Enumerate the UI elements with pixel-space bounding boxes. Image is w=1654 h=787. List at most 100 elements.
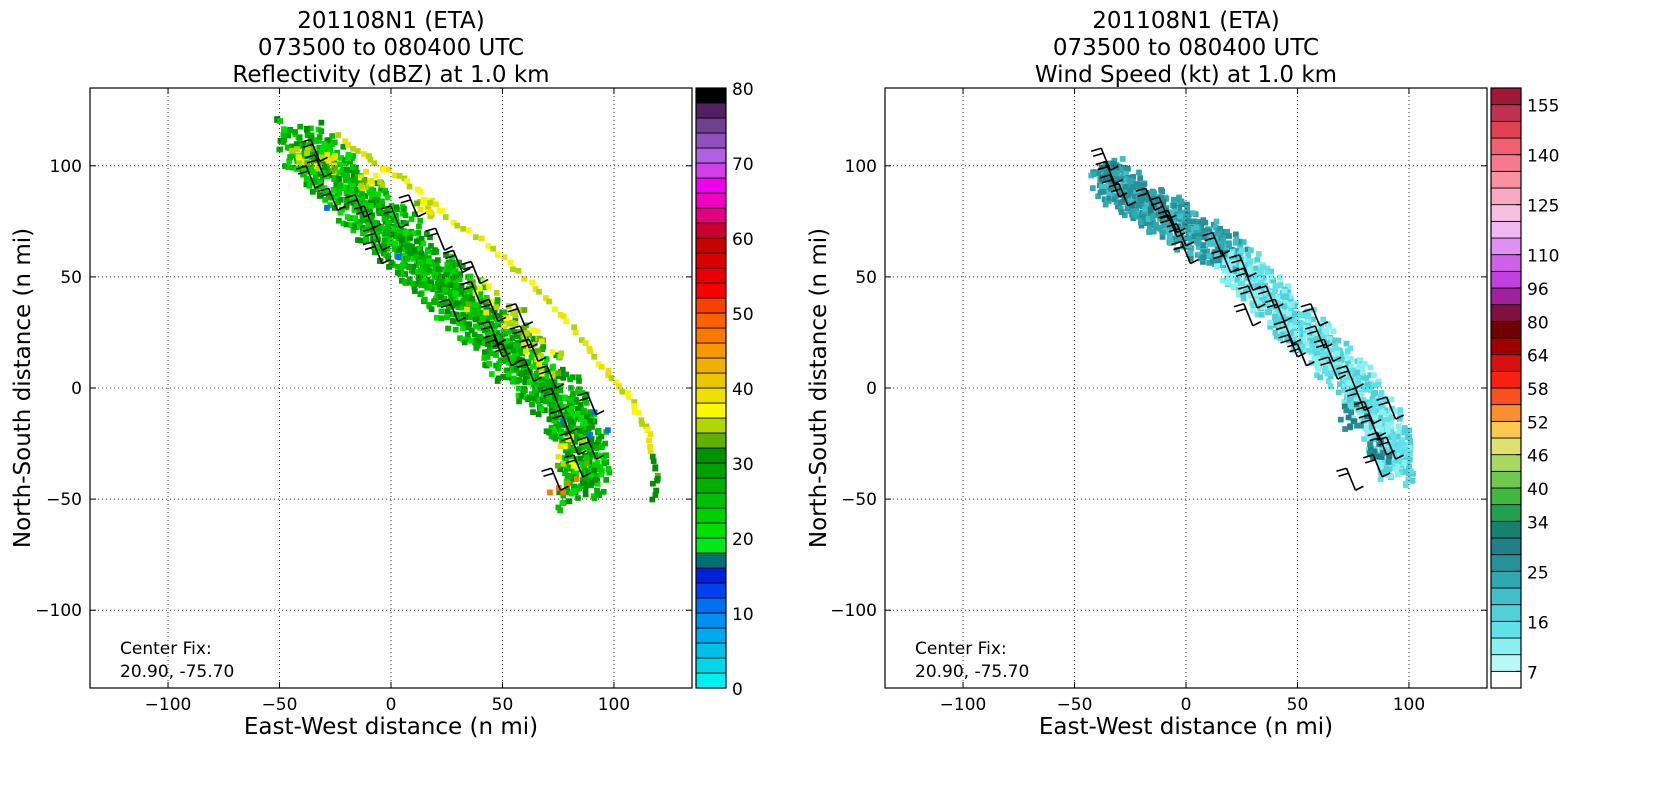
data-cell: [1182, 235, 1189, 242]
wind-barb-feather: [462, 265, 474, 271]
data-cell: [532, 387, 539, 394]
wind-barb-foot: [560, 485, 569, 491]
colorbar-segment: [695, 192, 727, 209]
data-cell: [566, 465, 573, 472]
data-cell: [556, 422, 563, 428]
data-cell: [406, 183, 413, 190]
data-cell: [596, 492, 602, 498]
data-cell: [598, 363, 605, 370]
data-cell: [369, 212, 376, 219]
wind-barb-foot: [1256, 303, 1266, 309]
data-cell: [504, 320, 510, 327]
data-cell: [363, 237, 369, 244]
data-cell: [402, 212, 409, 219]
data-cell: [324, 205, 330, 211]
data-cell: [1357, 409, 1363, 416]
data-cell: [1218, 243, 1225, 250]
data-cell: [452, 326, 459, 333]
data-cell: [602, 440, 609, 447]
data-cell: [1354, 366, 1361, 373]
data-cell: [1130, 215, 1137, 222]
colorbar-segment: [695, 252, 727, 269]
data-cell: [330, 187, 337, 194]
y-tick-label: 50: [60, 268, 82, 288]
data-cell: [385, 208, 391, 214]
data-cell: [1347, 375, 1353, 381]
wind-barb-feather: [1211, 249, 1222, 255]
data-cell: [468, 314, 475, 321]
data-cell: [399, 210, 406, 217]
data-cell: [1196, 251, 1203, 258]
data-cell: [578, 461, 584, 468]
colorbar-segment: [695, 372, 727, 389]
data-cell: [1214, 246, 1221, 253]
wind-barb: [443, 249, 471, 274]
data-cell: [551, 427, 558, 434]
wind-barb-feather: [492, 343, 503, 348]
wind-barb-foot: [479, 278, 489, 285]
data-cell: [547, 416, 554, 423]
colorbar-segment: [695, 387, 727, 404]
data-cell: [1356, 362, 1363, 369]
colorbar-segment: [695, 237, 727, 254]
wind-barb-foot: [1319, 321, 1329, 327]
data-cell: [1317, 374, 1324, 381]
data-cell: [390, 217, 397, 223]
data-cell: [1213, 263, 1220, 270]
data-cell: [1396, 415, 1403, 422]
data-cell: [454, 300, 460, 307]
data-cell: [1335, 337, 1342, 344]
data-cell: [1361, 418, 1368, 424]
data-cell: [1163, 216, 1170, 222]
data-cell: [464, 306, 470, 313]
data-cell: [1345, 414, 1352, 421]
data-cell: [1098, 164, 1105, 171]
wind-barb-feather: [460, 280, 472, 286]
colorbar-segment: [1490, 620, 1522, 639]
data-cell: [1228, 251, 1234, 257]
data-cell: [475, 307, 482, 314]
data-cell: [1212, 224, 1219, 231]
data-cell: [1220, 236, 1226, 243]
data-cell: [384, 211, 391, 217]
data-cell: [1344, 382, 1351, 389]
colorbar-segment: [695, 312, 727, 329]
data-cell: [393, 204, 400, 211]
wind-barb-feather: [1099, 174, 1111, 179]
data-cell: [530, 335, 537, 342]
data-cell: [584, 482, 590, 488]
wind-barb: [1362, 454, 1391, 478]
data-cell: [522, 379, 529, 385]
data-cell: [1206, 259, 1212, 266]
colorbar-tick-label: 46: [1527, 447, 1549, 467]
x-tick-label: 50: [1287, 695, 1309, 715]
data-cell: [318, 154, 325, 161]
data-cell: [565, 443, 572, 449]
data-cell: [440, 281, 446, 288]
wind-barb-feather: [1238, 285, 1249, 290]
colorbar-tick-label: 50: [732, 305, 754, 325]
data-cell: [373, 172, 379, 179]
wind-barb-foot: [372, 223, 382, 229]
data-cell: [516, 356, 523, 363]
colorbar-segment: [1490, 437, 1522, 456]
data-cell: [1286, 310, 1292, 317]
data-cell: [578, 407, 584, 413]
data-cell: [603, 452, 610, 459]
colorbar-segment: [695, 177, 727, 194]
data-cell: [317, 183, 324, 190]
data-cell: [497, 321, 504, 328]
data-cell: [347, 158, 353, 165]
wind-barb: [1238, 285, 1266, 309]
data-cell: [1393, 408, 1399, 415]
data-cell: [606, 469, 613, 476]
data-cell: [1372, 414, 1379, 421]
data-cell: [536, 361, 542, 367]
wind-barb-feather: [1108, 183, 1120, 188]
data-cell: [564, 488, 571, 495]
colorbar-segment: [695, 162, 727, 179]
data-cell: [1291, 325, 1298, 332]
data-cell: [1134, 213, 1141, 220]
data-cell: [1405, 476, 1412, 483]
data-cell: [503, 347, 510, 353]
